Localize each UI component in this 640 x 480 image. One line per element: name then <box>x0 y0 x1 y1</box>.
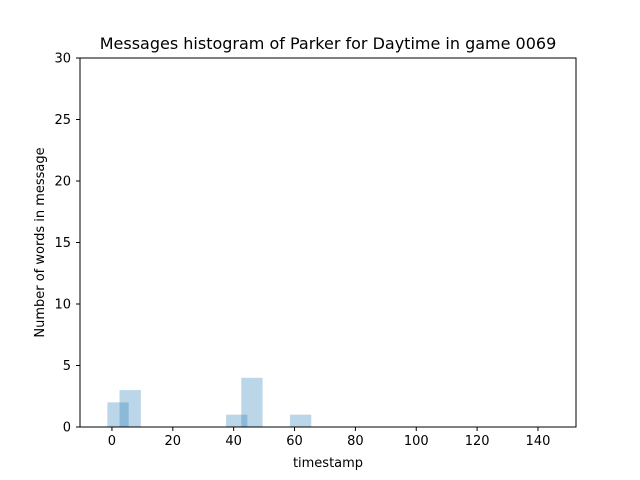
histogram-bar-1 <box>119 390 141 427</box>
y-axis-label: Number of words in message <box>33 147 48 337</box>
x-tick-label: 40 <box>225 434 242 449</box>
y-tick-label: 30 <box>54 52 71 67</box>
histogram-bar-4 <box>289 414 312 427</box>
y-tick-label: 25 <box>54 113 71 128</box>
x-tick-label: 100 <box>404 434 429 449</box>
x-tick-label: 0 <box>108 434 116 449</box>
bars-group <box>107 377 312 427</box>
x-tick-label: 60 <box>286 434 303 449</box>
y-ticks: 0 5 10 15 20 25 30 <box>54 52 80 436</box>
x-tick-label: 20 <box>165 434 182 449</box>
x-tick-label: 120 <box>465 434 490 449</box>
x-ticks: 0 20 40 60 80 100 120 140 <box>108 427 551 449</box>
y-tick-label: 0 <box>63 421 71 436</box>
chart-title: Messages histogram of Parker for Daytime… <box>100 34 557 53</box>
x-axis-label: timestamp <box>293 456 363 471</box>
y-tick-label: 10 <box>54 298 71 313</box>
histogram-bar-3 <box>241 377 263 427</box>
histogram-bar-2 <box>226 414 248 427</box>
histogram-bar-0 <box>107 402 129 427</box>
y-tick-label: 20 <box>54 175 71 190</box>
y-tick-label: 15 <box>54 236 71 251</box>
x-tick-label: 80 <box>347 434 364 449</box>
x-tick-label: 140 <box>526 434 551 449</box>
y-tick-label: 5 <box>63 359 71 374</box>
